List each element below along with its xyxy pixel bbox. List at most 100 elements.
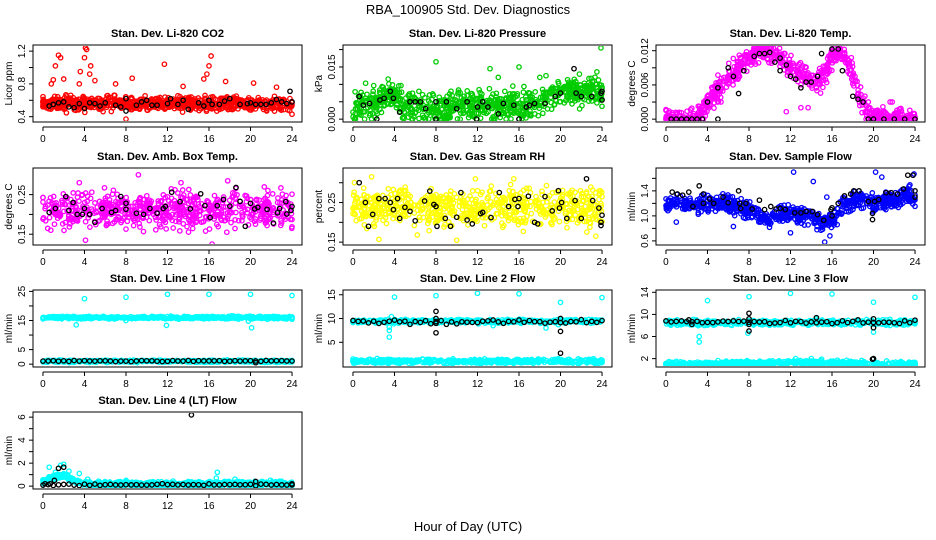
y-axis-title: ml/min	[4, 314, 15, 343]
data-point	[738, 210, 744, 217]
data-point	[397, 106, 404, 113]
data-point	[215, 223, 222, 230]
data-point	[426, 227, 432, 234]
data-point	[51, 221, 58, 228]
panel-5: Stan. Dev. Gas Stream RH0.150.25percent0…	[314, 151, 613, 268]
data-point	[731, 212, 738, 219]
data-point	[123, 200, 129, 207]
data-point	[557, 90, 564, 96]
data-point	[865, 116, 872, 121]
data-point	[730, 55, 737, 62]
data-point	[542, 193, 548, 200]
data-point	[356, 203, 363, 209]
data-point	[203, 106, 210, 113]
data-point	[356, 93, 363, 100]
data-point	[387, 199, 394, 206]
data-point	[437, 197, 443, 203]
data-point	[736, 200, 743, 207]
data-point	[55, 99, 62, 106]
data-point	[76, 81, 83, 87]
data-point	[735, 90, 742, 97]
x-axis-title: Hour of Day (UTC)	[414, 519, 522, 534]
data-point	[743, 68, 750, 75]
data-point	[477, 191, 484, 198]
x-tick-label: 16	[513, 134, 525, 145]
data-point	[885, 113, 892, 120]
data-point	[715, 84, 721, 91]
data-point	[892, 201, 898, 207]
data-point	[723, 200, 729, 207]
data-point	[367, 110, 374, 117]
x-tick-label: 20	[555, 257, 567, 268]
x-tick-label: 20	[245, 379, 257, 390]
data-point	[277, 106, 283, 112]
data-point	[282, 198, 289, 205]
data-point	[285, 202, 292, 209]
data-point	[421, 198, 428, 204]
data-point	[687, 203, 694, 210]
data-point	[498, 206, 504, 212]
data-point	[180, 83, 186, 90]
data-point	[663, 204, 670, 211]
data-point	[706, 196, 713, 202]
data-point	[494, 210, 501, 217]
data-point	[273, 96, 280, 103]
data-point	[257, 215, 264, 222]
data-point	[456, 203, 463, 210]
data-point	[42, 217, 49, 224]
data-point	[129, 75, 136, 82]
data-point	[248, 196, 254, 203]
data-point	[831, 53, 838, 60]
data-point	[514, 93, 521, 99]
data-point	[752, 205, 759, 211]
data-point	[261, 184, 268, 190]
data-point	[79, 211, 86, 218]
x-tick-label: 4	[82, 379, 88, 390]
data-point	[581, 218, 588, 225]
data-point	[481, 222, 488, 229]
data-point	[46, 214, 53, 221]
data-point	[185, 200, 192, 207]
panel-title: Stan. Dev. Li-820 Pressure	[409, 28, 546, 40]
data-point	[371, 102, 378, 109]
data-point	[823, 194, 830, 200]
data-point	[732, 204, 739, 211]
data-point	[443, 102, 450, 109]
data-point	[174, 190, 181, 196]
data-point	[95, 218, 102, 225]
data-point	[109, 220, 116, 227]
data-point	[704, 99, 711, 105]
data-point	[459, 206, 466, 213]
data-point	[88, 104, 94, 111]
data-point	[488, 214, 494, 221]
data-point	[678, 116, 685, 121]
data-point	[176, 218, 182, 225]
data-point	[133, 210, 140, 217]
data-point	[99, 205, 105, 212]
data-point	[674, 200, 680, 207]
data-point	[573, 90, 579, 96]
data-point	[442, 203, 449, 210]
data-point	[380, 217, 386, 224]
data-point	[449, 205, 455, 212]
data-point	[577, 85, 584, 91]
data-point	[131, 217, 138, 224]
data-point	[791, 209, 798, 216]
data-point	[179, 194, 186, 201]
x-tick-label: 20	[245, 134, 257, 145]
data-point	[552, 93, 559, 100]
data-point	[469, 221, 476, 227]
data-point	[88, 206, 95, 212]
data-point	[583, 189, 590, 195]
data-point	[394, 195, 401, 202]
data-point	[694, 199, 701, 206]
data-point	[352, 211, 358, 218]
data-point	[172, 211, 179, 218]
data-point	[499, 212, 505, 219]
data-point	[288, 225, 295, 232]
data-point	[416, 88, 422, 95]
data-point	[860, 99, 866, 105]
data-point	[99, 202, 106, 209]
data-point	[289, 191, 295, 198]
